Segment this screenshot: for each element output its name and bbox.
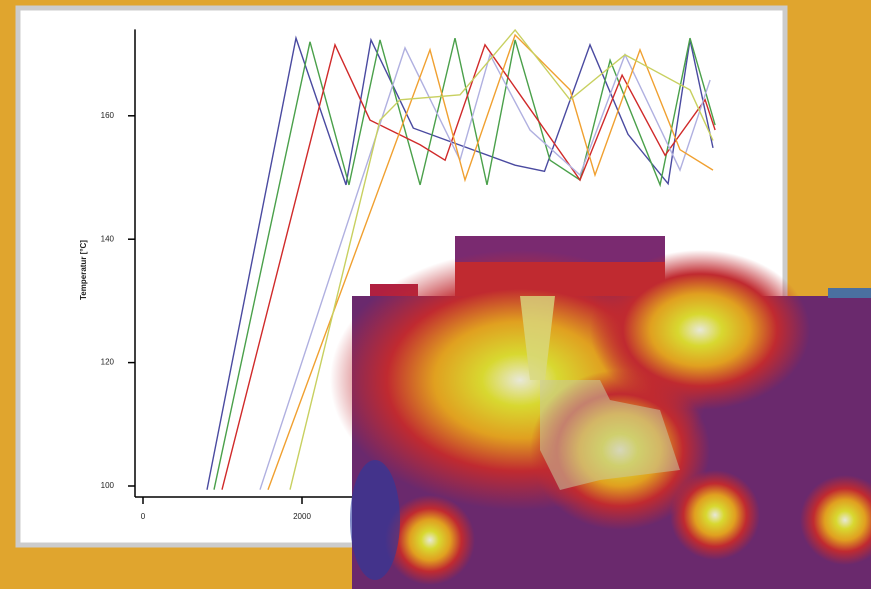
x-tick-label: 0: [141, 512, 146, 521]
y-tick-label: 160: [101, 111, 115, 120]
simulation-overlay: [330, 236, 871, 589]
y-axis-label: Temperatur [°C]: [79, 240, 88, 300]
series-line: [289, 28, 714, 490]
series-line: [267, 33, 714, 490]
series-line: [259, 46, 711, 490]
y-tick-label: 140: [101, 234, 115, 243]
series-line: [213, 37, 716, 490]
plot: 100 120 140 160 0 2000: [101, 28, 780, 521]
x-tick-label: 2000: [293, 512, 311, 521]
series-line: [206, 35, 714, 490]
y-tick-label: 120: [101, 358, 115, 367]
y-tick-label: 100: [101, 481, 115, 490]
